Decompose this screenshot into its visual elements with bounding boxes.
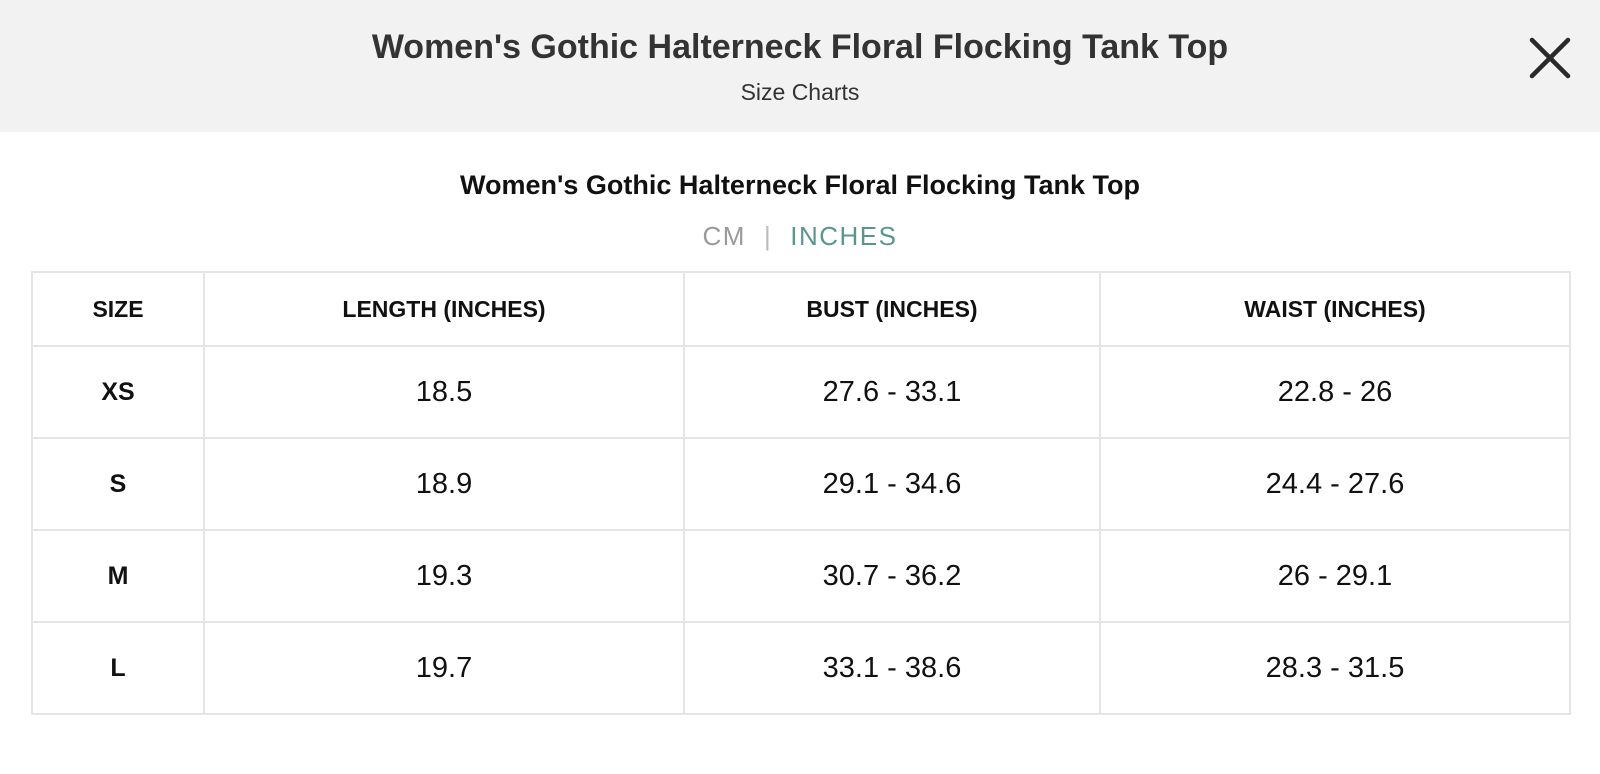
waist-cell: 24.4 - 27.6: [1099, 437, 1571, 531]
column-header-waist: WAIST (INCHES): [1099, 271, 1571, 347]
table-row: S 18.9 29.1 - 34.6 24.4 - 27.6: [31, 437, 1571, 531]
chart-title: Women's Gothic Halterneck Floral Flockin…: [459, 170, 1141, 200]
modal-subtitle: Size Charts: [740, 79, 860, 105]
size-cell: S: [31, 437, 205, 531]
length-cell: 18.5: [203, 345, 685, 439]
size-cell: XS: [31, 345, 205, 439]
table-header-row: SIZE LENGTH (INCHES) BUST (INCHES) WAIST…: [31, 271, 1571, 347]
table-row: XS 18.5 27.6 - 33.1 22.8 - 26: [31, 345, 1571, 439]
length-cell: 19.7: [203, 621, 685, 715]
table-row: L 19.7 33.1 - 38.6 28.3 - 31.5: [31, 621, 1571, 715]
bust-cell: 27.6 - 33.1: [683, 345, 1101, 439]
unit-inches-option[interactable]: INCHES: [790, 221, 898, 251]
size-cell: M: [31, 529, 205, 623]
column-header-size: SIZE: [31, 271, 205, 347]
column-header-bust: BUST (INCHES): [683, 271, 1101, 347]
bust-cell: 33.1 - 38.6: [683, 621, 1101, 715]
size-cell: L: [31, 621, 205, 715]
waist-cell: 22.8 - 26: [1099, 345, 1571, 439]
unit-toggle: CM | INCHES: [0, 220, 1600, 252]
length-cell: 19.3: [203, 529, 685, 623]
table-row: M 19.3 30.7 - 36.2 26 - 29.1: [31, 529, 1571, 623]
length-cell: 18.9: [203, 437, 685, 531]
column-header-length: LENGTH (INCHES): [203, 271, 685, 347]
unit-cm-option[interactable]: CM: [702, 221, 746, 251]
waist-cell: 28.3 - 31.5: [1099, 621, 1571, 715]
waist-cell: 26 - 29.1: [1099, 529, 1571, 623]
modal-title: Women's Gothic Halterneck Floral Flockin…: [371, 28, 1229, 66]
bust-cell: 29.1 - 34.6: [683, 437, 1101, 531]
close-button[interactable]: [1526, 34, 1574, 82]
unit-separator: |: [763, 221, 773, 251]
close-icon: [1529, 37, 1571, 79]
bust-cell: 30.7 - 36.2: [683, 529, 1101, 623]
size-table: SIZE LENGTH (INCHES) BUST (INCHES) WAIST…: [31, 271, 1571, 715]
modal-header: Women's Gothic Halterneck Floral Flockin…: [0, 0, 1600, 132]
